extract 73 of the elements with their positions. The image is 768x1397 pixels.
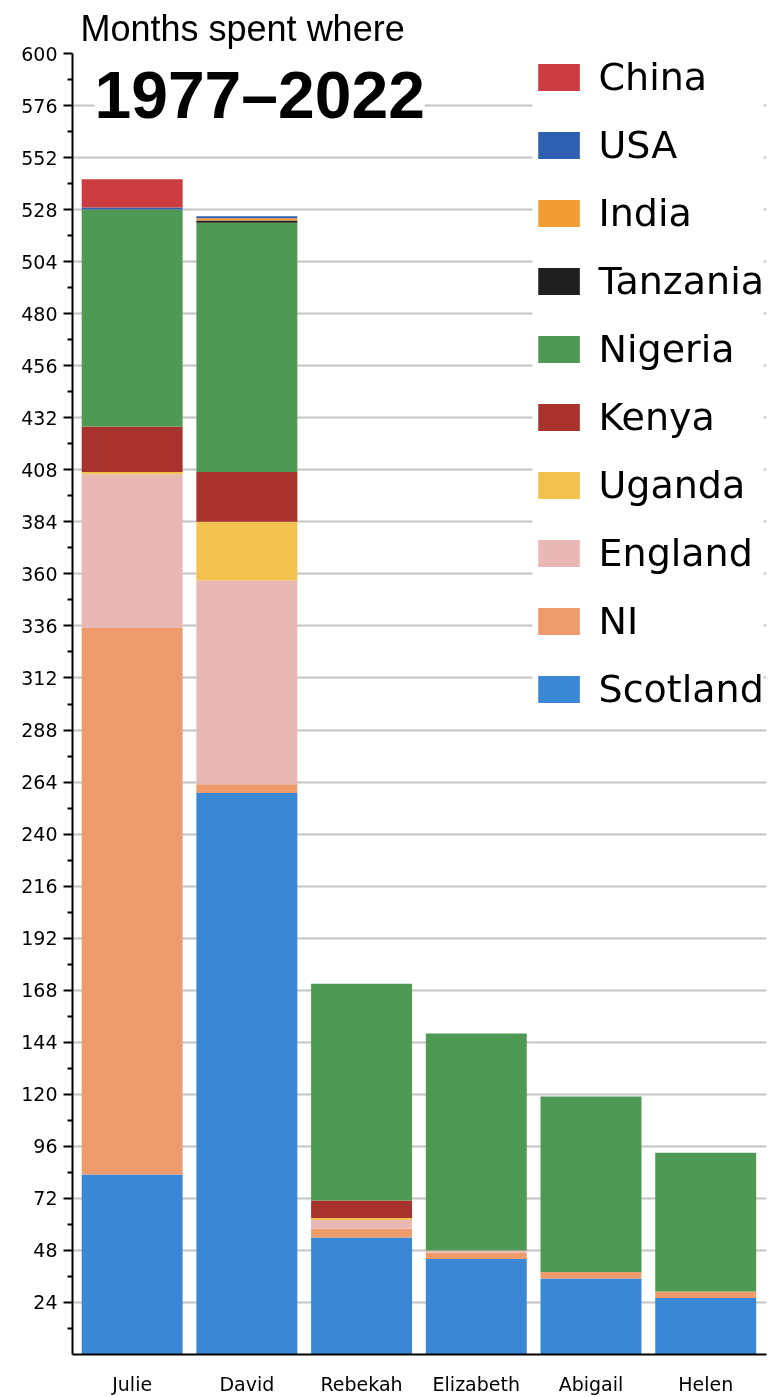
bar — [81, 179, 183, 208]
bar — [196, 784, 298, 793]
y-tick-label: 480 — [21, 302, 58, 325]
x-tick-label: Abigail — [558, 1372, 624, 1395]
bar — [196, 471, 298, 522]
bar — [540, 1272, 642, 1279]
y-tick-label: 600 — [21, 42, 58, 65]
bar — [311, 1220, 413, 1229]
legend-label: China — [598, 55, 708, 99]
legend-label: NI — [598, 599, 639, 643]
x-tick-label: Elizabeth — [432, 1372, 520, 1395]
legend-label: Tanzania — [598, 259, 764, 303]
bar — [425, 1033, 527, 1251]
bar — [655, 1291, 757, 1299]
legend-label: Scotland — [598, 667, 764, 711]
y-tick-label: 144 — [21, 1031, 58, 1054]
bar — [540, 1278, 642, 1355]
y-tick-label: 96 — [33, 1135, 58, 1158]
bar — [196, 222, 298, 472]
x-tick-label: Rebekah — [320, 1372, 403, 1395]
y-tick-label: 216 — [21, 875, 58, 898]
bar — [655, 1298, 757, 1355]
y-tick-label: 240 — [21, 823, 58, 846]
y-tick-label: 120 — [21, 1083, 58, 1106]
bar — [425, 1250, 527, 1253]
bar — [196, 580, 298, 785]
bar — [81, 1174, 183, 1355]
y-tick-label: 72 — [33, 1187, 58, 1210]
y-tick-label: 336 — [21, 614, 58, 637]
bar — [81, 471, 183, 475]
y-tick-label: 288 — [21, 719, 58, 742]
legend-label: Kenya — [598, 395, 715, 439]
y-tick-label: 384 — [21, 510, 58, 533]
x-tick-label: Helen — [678, 1372, 734, 1395]
y-tick-label: 408 — [21, 458, 58, 481]
y-tick-label: 192 — [21, 927, 58, 950]
bar — [81, 426, 183, 472]
bar — [311, 1200, 413, 1218]
bar — [425, 1259, 527, 1355]
legend-label: USA — [598, 123, 678, 167]
legend-label: Uganda — [598, 463, 746, 507]
bar — [81, 207, 183, 210]
y-tick-label: 264 — [21, 771, 58, 794]
y-tick-label: 312 — [21, 666, 58, 689]
y-tick-label: 168 — [21, 979, 58, 1002]
y-tick-label: 576 — [21, 94, 58, 117]
bar — [540, 1096, 642, 1273]
bar — [81, 628, 183, 1175]
y-tick-label: 432 — [21, 406, 58, 429]
bar — [196, 792, 298, 1355]
y-tick-label: 504 — [21, 250, 58, 273]
x-tick-label: David — [219, 1372, 275, 1395]
y-tick-label: 552 — [21, 146, 58, 169]
bar — [81, 209, 183, 427]
bar — [311, 1228, 413, 1238]
chart-title: Months spent where — [80, 7, 405, 49]
y-tick-label: 24 — [33, 1291, 58, 1314]
legend-label: Nigeria — [598, 327, 735, 371]
chart-subtitle: 1977–2022 — [94, 57, 425, 132]
bar — [81, 474, 183, 629]
bar — [425, 1252, 527, 1260]
y-tick-label: 48 — [33, 1239, 58, 1262]
bar — [311, 1237, 413, 1355]
bar — [311, 1217, 413, 1221]
legend-label: England — [598, 531, 753, 575]
y-tick-label: 360 — [21, 562, 58, 585]
bar — [311, 983, 413, 1201]
y-tick-label: 456 — [21, 354, 58, 377]
legend-label: India — [598, 191, 692, 235]
bar — [655, 1152, 757, 1292]
y-tick-label: 528 — [21, 198, 58, 221]
x-tick-label: Julie — [111, 1372, 153, 1395]
bar — [196, 521, 298, 581]
